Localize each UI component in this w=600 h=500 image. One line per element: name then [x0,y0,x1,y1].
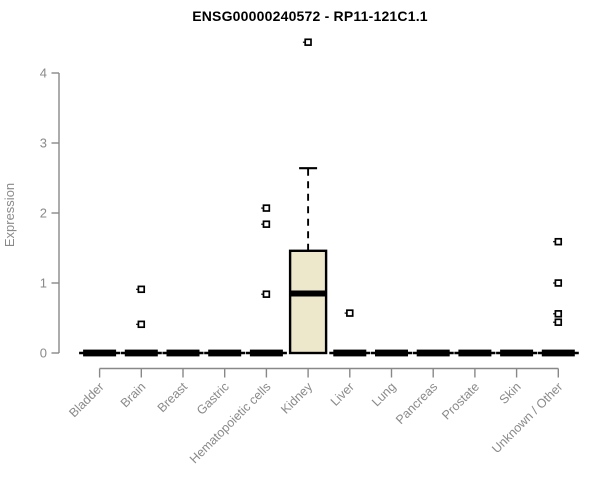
zero-box [208,349,242,357]
x-tick-label: Prostate [439,380,482,423]
y-tick-label: 4 [40,66,47,81]
x-tick-label: Breast [155,379,191,415]
box-group [79,349,121,357]
zero-box [333,349,367,357]
box-group [204,349,246,357]
x-tick-label: Liver [328,380,357,409]
x-tick-label: Brain [118,380,149,411]
box-group [537,237,579,357]
outlier-point [554,279,563,287]
outlier-point [554,237,563,246]
box-rect [288,249,328,355]
x-tick-label: Unknown / Other [489,380,565,456]
zero-box [500,349,534,357]
box-group [162,349,204,357]
outlier-point [346,309,354,317]
outlier-point [137,285,146,294]
box-group [120,285,162,357]
chart-title: ENSG00000240572 - RP11-121C1.1 [192,8,428,24]
outlier-point [554,318,563,326]
zero-box [375,349,408,357]
outlier-point [262,220,271,228]
box-group [329,309,371,357]
x-tick-label: Gastric [194,380,232,418]
box-group [496,349,538,357]
zero-box [124,349,158,357]
y-tick-label: 1 [40,276,47,291]
y-tick-label: 3 [40,136,47,151]
zero-box [416,349,450,357]
zero-box [166,349,200,357]
zero-box [458,349,492,357]
y-axis-title: Expression [2,183,17,247]
outlier-point [304,38,312,46]
x-tick-label: Hematopoietic cells [187,380,274,467]
outlier-point [554,310,563,318]
zero-box [83,349,117,357]
y-tick-label: 0 [40,346,47,361]
box-group [412,349,454,357]
outlier-point [262,290,271,298]
x-tick-label: Lung [369,380,399,410]
zero-box [541,349,575,357]
y-axis: 0 1 2 3 4 Expression [2,66,60,361]
box-group [288,38,328,355]
y-tick-label: 2 [40,206,47,221]
x-tick-label: Pancreas [393,380,440,427]
box-group [371,349,412,357]
x-tick-label: Kidney [278,379,315,416]
x-tick-label: Skin [497,380,524,407]
zero-box [249,349,283,357]
box-group [245,204,287,357]
box-group [454,349,496,357]
x-tick-label: Bladder [66,380,106,420]
outlier-point [262,204,271,212]
outlier-point [137,320,146,329]
